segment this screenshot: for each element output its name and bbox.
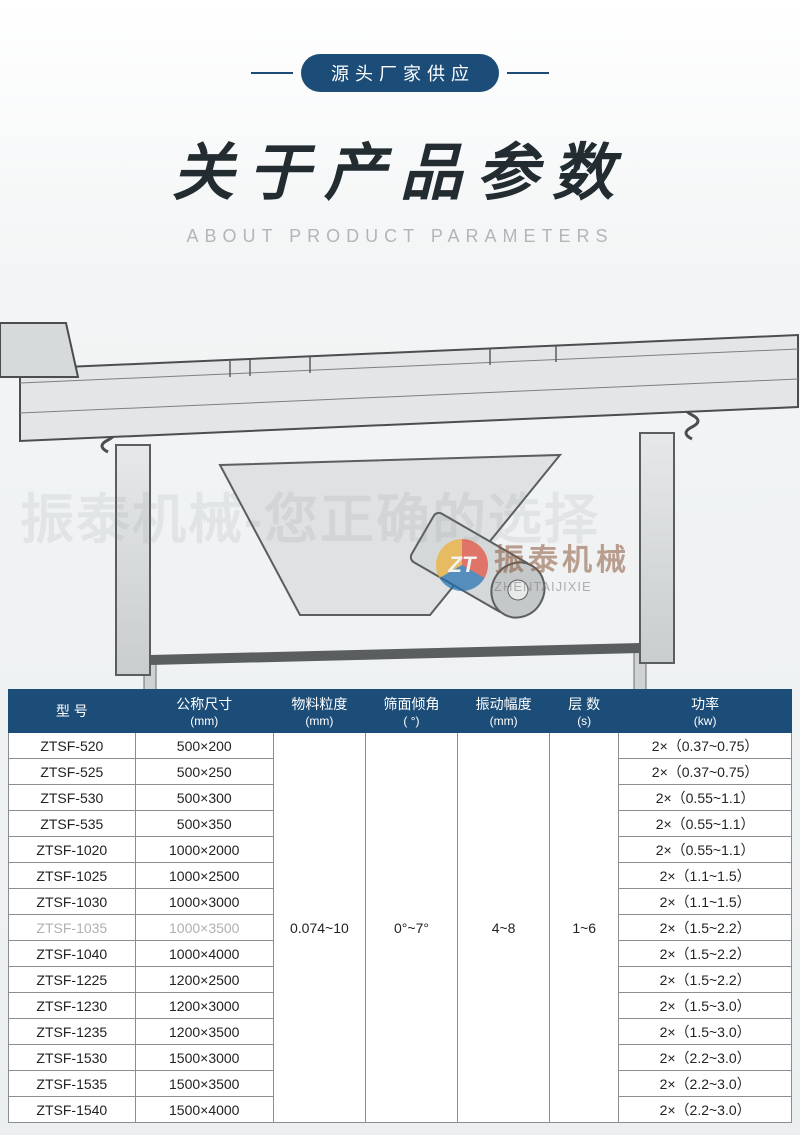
cell-power: 2×（1.5~2.2） [619, 941, 792, 967]
cell-size: 1000×3500 [135, 915, 273, 941]
cell-model: ZTSF-535 [9, 811, 136, 837]
cell-power: 2×（0.55~1.1） [619, 811, 792, 837]
page-subtitle: ABOUT PRODUCT PARAMETERS [0, 226, 800, 247]
cell-layers: 1~6 [550, 733, 619, 1123]
cell-size: 500×350 [135, 811, 273, 837]
th-amplitude: 振动幅度(mm) [458, 690, 550, 733]
cell-model: ZTSF-1230 [9, 993, 136, 1019]
cell-power: 2×（0.37~0.75） [619, 733, 792, 759]
th-grain: 物料粒度(mm) [273, 690, 365, 733]
page-title: 关于产品参数 [0, 122, 800, 212]
cell-power: 2×（2.2~3.0） [619, 1071, 792, 1097]
cell-size: 500×300 [135, 785, 273, 811]
cell-power: 2×（1.5~2.2） [619, 967, 792, 993]
cell-model: ZTSF-1535 [9, 1071, 136, 1097]
supplier-badge: 源头厂家供应 [301, 54, 499, 92]
cell-size: 1500×4000 [135, 1097, 273, 1123]
cell-model: ZTSF-1040 [9, 941, 136, 967]
cell-model: ZTSF-1020 [9, 837, 136, 863]
cell-size: 1500×3500 [135, 1071, 273, 1097]
cell-model: ZTSF-520 [9, 733, 136, 759]
cell-model: ZTSF-1540 [9, 1097, 136, 1123]
cell-power: 2×（1.1~1.5） [619, 889, 792, 915]
cell-power: 2×（1.5~3.0） [619, 1019, 792, 1045]
cell-model: ZTSF-1530 [9, 1045, 136, 1071]
cell-size: 500×200 [135, 733, 273, 759]
cell-model: ZTSF-1035 [9, 915, 136, 941]
cell-power: 2×（2.2~3.0） [619, 1045, 792, 1071]
cell-model: ZTSF-1225 [9, 967, 136, 993]
cell-size: 1200×3000 [135, 993, 273, 1019]
cell-power: 2×（2.2~3.0） [619, 1097, 792, 1123]
cell-grain: 0.074~10 [273, 733, 365, 1123]
table-row: ZTSF-520500×2000.074~100°~7°4~81~62×（0.3… [9, 733, 792, 759]
cell-power: 2×（0.55~1.1） [619, 785, 792, 811]
cell-power: 2×（1.1~1.5） [619, 863, 792, 889]
cell-power: 2×（1.5~3.0） [619, 993, 792, 1019]
cell-power: 2×（1.5~2.2） [619, 915, 792, 941]
cell-size: 1000×4000 [135, 941, 273, 967]
cell-amplitude: 4~8 [458, 733, 550, 1123]
cell-power: 2×（0.37~0.75） [619, 759, 792, 785]
cell-size: 1000×3000 [135, 889, 273, 915]
cell-model: ZTSF-1030 [9, 889, 136, 915]
th-angle: 筛面倾角( °) [365, 690, 457, 733]
cell-angle: 0°~7° [365, 733, 457, 1123]
th-power: 功率(kw) [619, 690, 792, 733]
cell-power: 2×（0.55~1.1） [619, 837, 792, 863]
cell-model: ZTSF-530 [9, 785, 136, 811]
th-size: 公称尺寸(mm) [135, 690, 273, 733]
th-model: 型 号 [9, 690, 136, 733]
parameters-table: 型 号 公称尺寸(mm) 物料粒度(mm) 筛面倾角( °) 振动幅度(mm) … [8, 689, 792, 1123]
table-body: ZTSF-520500×2000.074~100°~7°4~81~62×（0.3… [9, 733, 792, 1123]
parameters-table-wrap: 型 号 公称尺寸(mm) 物料粒度(mm) 筛面倾角( °) 振动幅度(mm) … [0, 689, 800, 1123]
cell-size: 500×250 [135, 759, 273, 785]
header: 源头厂家供应 关于产品参数 ABOUT PRODUCT PARAMETERS [0, 0, 800, 247]
cell-size: 1200×2500 [135, 967, 273, 993]
table-header-row: 型 号 公称尺寸(mm) 物料粒度(mm) 筛面倾角( °) 振动幅度(mm) … [9, 690, 792, 733]
th-layers: 层 数(s) [550, 690, 619, 733]
cell-model: ZTSF-1235 [9, 1019, 136, 1045]
cell-size: 1000×2000 [135, 837, 273, 863]
cell-size: 1500×3000 [135, 1045, 273, 1071]
cell-size: 1200×3500 [135, 1019, 273, 1045]
cell-model: ZTSF-1025 [9, 863, 136, 889]
cell-size: 1000×2500 [135, 863, 273, 889]
cell-model: ZTSF-525 [9, 759, 136, 785]
